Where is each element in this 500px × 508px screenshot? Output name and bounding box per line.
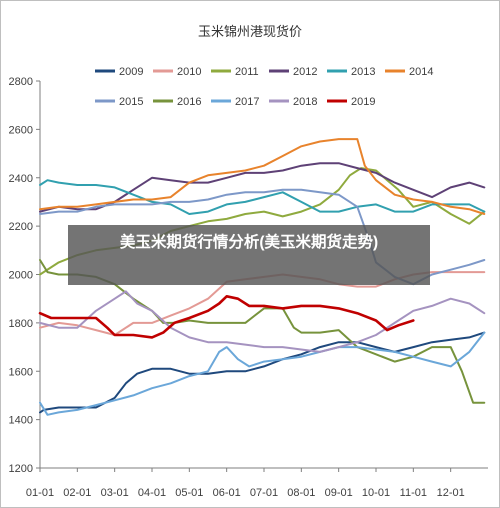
x-tick-label: 06-01 <box>213 487 241 499</box>
legend-label-2019: 2019 <box>351 96 375 108</box>
x-tick-label: 04-01 <box>138 487 166 499</box>
x-tick-label: 10-01 <box>362 487 390 499</box>
legend-label-2016: 2016 <box>177 96 201 108</box>
legend-label-2009: 2009 <box>119 66 143 78</box>
x-tick-label: 05-01 <box>175 487 203 499</box>
x-tick-label: 08-01 <box>287 487 315 499</box>
legend-label-2017: 2017 <box>235 96 259 108</box>
x-tick-label: 03-01 <box>101 487 129 499</box>
y-tick-label: 1600 <box>9 366 33 378</box>
x-tick-label: 09-01 <box>325 487 353 499</box>
legend: 2009 2010 2011 2012 2013 2014 2015 2016 2017 2018… <box>95 66 433 108</box>
series-line-2019 <box>38 294 415 339</box>
x-tick-label: 12-01 <box>437 487 465 499</box>
legend-label-2015: 2015 <box>119 96 143 108</box>
series-line-2018 <box>39 290 486 353</box>
x-tick-label: 02-01 <box>63 487 91 499</box>
chart-title: 玉米锦州港现货价 <box>198 24 302 39</box>
y-tick-label: 2800 <box>9 76 33 88</box>
legend-label-2013: 2013 <box>351 66 375 78</box>
series-line-2013 <box>39 179 486 215</box>
axes: 1200 1400 1600 1800 2000 2200 2400 2600 2800 01-0… <box>9 76 488 499</box>
x-tick-label: 11-01 <box>400 487 427 499</box>
y-tick-label: 1800 <box>9 318 33 330</box>
x-tick-label: 07-01 <box>250 487 278 499</box>
series-line-2014 <box>39 138 486 215</box>
legend-label-2010: 2010 <box>177 66 201 78</box>
y-tick-label: 2400 <box>9 173 33 185</box>
series-line-2017 <box>39 331 486 416</box>
x-tick-label: 01-01 <box>26 487 54 499</box>
y-tick-label: 2200 <box>9 221 33 233</box>
y-tick-label: 2600 <box>9 124 33 136</box>
y-tick-label: 1400 <box>9 415 33 427</box>
legend-label-2014: 2014 <box>409 66 433 78</box>
legend-label-2012: 2012 <box>293 66 317 78</box>
legend-label-2018: 2018 <box>293 96 317 108</box>
y-tick-label: 1200 <box>9 463 33 475</box>
overlay-caption: 美玉米期货行情分析(美玉米期货走势) <box>68 225 430 285</box>
legend-label-2011: 2011 <box>235 66 259 78</box>
y-tick-label: 2000 <box>9 270 33 282</box>
